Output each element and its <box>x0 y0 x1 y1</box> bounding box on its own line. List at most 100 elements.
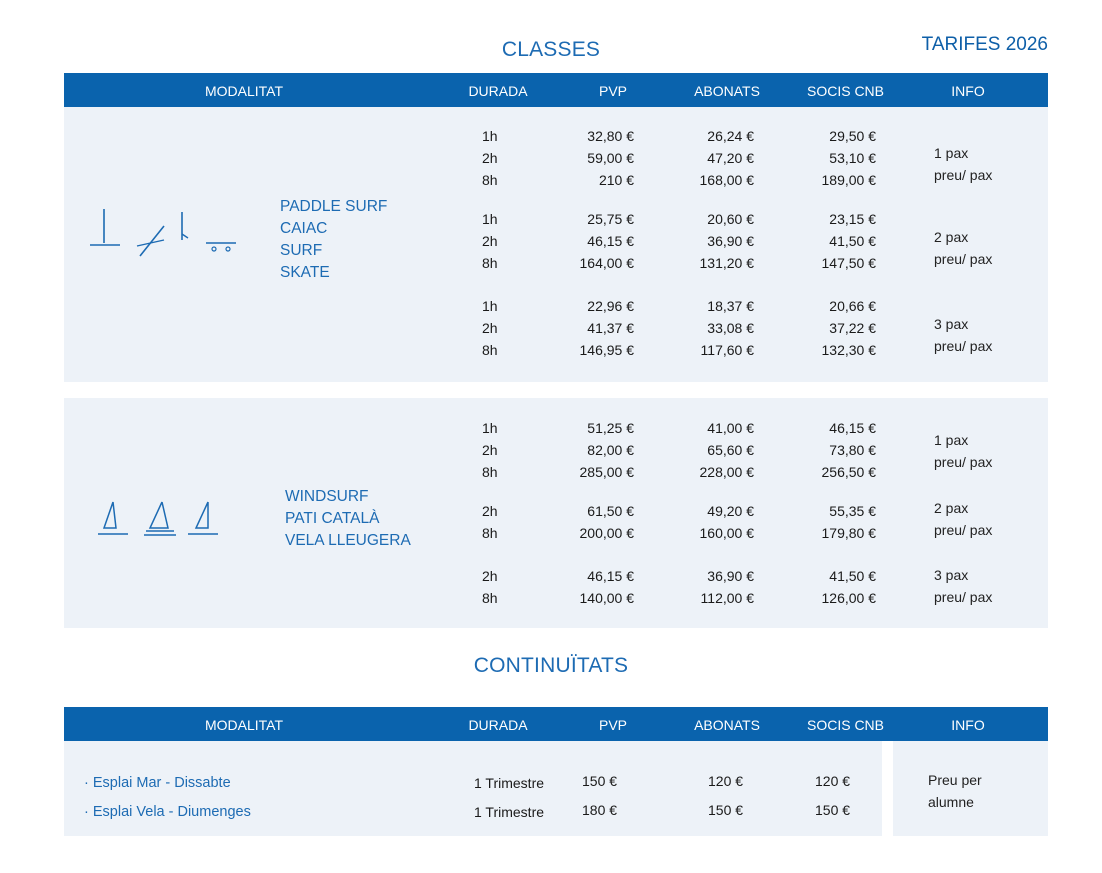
cell-socis: 147,50 € <box>821 255 877 271</box>
info-preu: preu/ pax <box>934 589 993 605</box>
continuitats-panel <box>64 741 882 836</box>
cell-durada: 1h <box>482 298 498 314</box>
modality-pati-catala: PATI CATALÀ <box>285 510 380 527</box>
col-socis: SOCIS CNB <box>806 83 884 99</box>
paddle-surf-icon <box>88 205 124 255</box>
continuitats-info-panel <box>893 741 1048 836</box>
info-pax: 3 pax <box>934 567 969 583</box>
modality-list-1: PADDLE SURF CAIAC SURF SKATE <box>280 196 387 284</box>
cell-durada: 1h <box>482 420 498 436</box>
cell-socis: 150 € <box>815 802 851 818</box>
cell-pvp: 164,00 € <box>579 255 635 271</box>
cell-socis: 179,80 € <box>821 525 877 541</box>
cell-abonats: 117,60 € <box>700 342 754 358</box>
g1b2-durada: 1h 2h 8h <box>482 208 498 274</box>
cell-abonats: 36,90 € <box>707 233 754 249</box>
g2b1-socis: 46,15 € 73,80 € 256,50 € <box>790 417 877 483</box>
cell-pvp: 61,50 € <box>587 503 634 519</box>
g1b3-abonats: 18,37 € 33,08 € 117,60 € <box>670 295 754 361</box>
g2b2-durada: 2h 8h <box>482 500 498 544</box>
sailboat-icon <box>186 498 222 540</box>
modality-list-2: WINDSURF PATI CATALÀ VELA LLEUGERA <box>285 486 411 552</box>
col-abonats: ABONATS <box>694 83 760 99</box>
classes-title: CLASSES <box>501 38 601 61</box>
cell-durada: 8h <box>482 525 498 541</box>
cell-pvp: 200,00 € <box>579 525 635 541</box>
cell-abonats: 33,08 € <box>707 320 754 336</box>
g2b2-pvp: 61,50 € 200,00 € <box>548 500 635 544</box>
col-pvp: PVP <box>598 717 627 733</box>
modality-caiac: CAIAC <box>280 220 328 237</box>
cell-socis: 41,50 € <box>829 233 876 249</box>
windsurf-icon <box>96 498 132 540</box>
cell-socis: 41,50 € <box>829 568 876 584</box>
cell-durada: 2h <box>482 442 498 458</box>
continuitats-durada: 1 Trimestre 1 Trimestre <box>474 769 544 827</box>
cell-pvp: 46,15 € <box>587 568 634 584</box>
continuitats-pvp: 150 € 180 € <box>582 767 617 825</box>
g1b1-pvp: 32,80 € 59,00 € 210 € <box>548 125 634 191</box>
g2b3-abonats: 36,90 € 112,00 € <box>670 565 754 609</box>
cell-durada: 2h <box>482 233 498 249</box>
g1b2-pvp: 25,75 € 46,15 € 164,00 € <box>548 208 635 274</box>
cell-abonats: 168,00 € <box>699 172 755 188</box>
cell-socis: 126,00 € <box>821 590 877 606</box>
continuitats-title: CONTINUÏTATS <box>473 654 629 677</box>
surf-icon <box>176 208 196 248</box>
cell-socis: 23,15 € <box>829 211 876 227</box>
cell-pvp: 32,80 € <box>587 128 634 144</box>
cell-abonats: 47,20 € <box>707 150 754 166</box>
cell-durada: 1h <box>482 128 498 144</box>
cell-durada: 8h <box>482 342 498 358</box>
modality-esplai-mar: · Esplai Mar - Dissabte <box>84 775 231 791</box>
info-preu-per: Preu per <box>928 772 982 788</box>
g1b1-info: 1 pax preu/ pax <box>934 142 992 186</box>
cell-pvp: 210 € <box>598 172 634 188</box>
cell-pvp: 46,15 € <box>587 233 634 249</box>
cell-abonats: 26,24 € <box>707 128 754 144</box>
g2b3-info: 3 pax preu/ pax <box>934 564 992 608</box>
g1b2-info: 2 pax preu/ pax <box>934 226 992 270</box>
cell-pvp: 22,96 € <box>587 298 634 314</box>
cell-pvp: 41,37 € <box>587 320 634 336</box>
cell-abonats: 65,60 € <box>707 442 754 458</box>
cell-durada: 2h <box>482 503 498 519</box>
cell-abonats: 41,00 € <box>707 420 754 436</box>
modality-esplai-vela: · Esplai Vela - Diumenges <box>84 804 251 820</box>
tarifes-title: TARIFES 2026 <box>921 34 1048 55</box>
skate-icon <box>204 236 238 256</box>
g2b2-socis: 55,35 € 179,80 € <box>790 500 877 544</box>
g2b1-pvp: 51,25 € 82,00 € 285,00 € <box>548 417 635 483</box>
col-socis: SOCIS CNB <box>806 717 884 733</box>
col-durada: DURADA <box>468 717 528 733</box>
cell-durada: 2h <box>482 568 498 584</box>
g2b2-info: 2 pax preu/ pax <box>934 497 992 541</box>
group1-panel <box>64 107 1048 382</box>
cell-pvp: 59,00 € <box>587 150 634 166</box>
cell-pvp: 285,00 € <box>579 464 635 480</box>
cell-durada: 2h <box>482 320 498 336</box>
classes-header-bar: MODALITAT DURADA PVP ABONATS SOCIS CNB I… <box>64 73 1048 107</box>
cell-abonats: 160,00 € <box>699 525 755 541</box>
col-info: INFO <box>951 83 985 99</box>
g1b1-abonats: 26,24 € 47,20 € 168,00 € <box>670 125 755 191</box>
cell-socis: 29,50 € <box>829 128 876 144</box>
g1b3-info: 3 pax preu/ pax <box>934 313 992 357</box>
col-modalitat: MODALITAT <box>204 83 284 99</box>
cell-socis: 189,00 € <box>821 172 877 188</box>
info-preu: preu/ pax <box>934 251 993 267</box>
cell-socis: 73,80 € <box>829 442 876 458</box>
cell-socis: 53,10 € <box>829 150 876 166</box>
cell-durada: 8h <box>482 255 498 271</box>
g2b1-abonats: 41,00 € 65,60 € 228,00 € <box>670 417 755 483</box>
g2b1-durada: 1h 2h 8h <box>482 417 498 483</box>
g2b3-durada: 2h 8h <box>482 565 498 609</box>
cell-durada: 1 Trimestre <box>474 804 545 820</box>
col-pvp: PVP <box>598 83 627 99</box>
modality-vela-lleugera: VELA LLEUGERA <box>285 532 411 549</box>
cell-socis: 120 € <box>815 773 851 789</box>
col-abonats: ABONATS <box>694 717 760 733</box>
cell-socis: 46,15 € <box>829 420 876 436</box>
col-durada: DURADA <box>468 83 528 99</box>
cell-abonats: 20,60 € <box>707 211 754 227</box>
